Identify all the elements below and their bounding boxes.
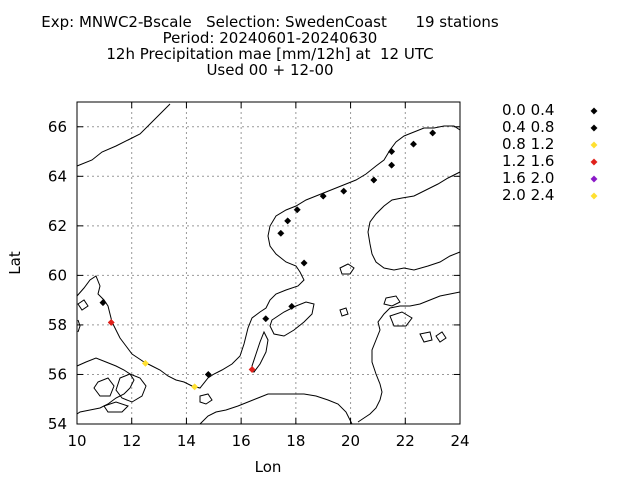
legend-marker: [590, 175, 598, 183]
legend-label: 0.8 1.2: [502, 135, 554, 153]
legend-marker: [590, 124, 598, 132]
station-marker: [248, 365, 256, 374]
x-tick-label: 16: [232, 432, 251, 450]
title-line-used: Used 00 + 12-00: [206, 61, 334, 79]
island-oland: [251, 330, 269, 374]
station-marker: [388, 161, 396, 169]
station-marker: [319, 192, 327, 200]
x-tick-label: 12: [122, 432, 141, 450]
station-marker: [284, 217, 292, 225]
island-riga: [419, 331, 433, 343]
station-marker: [409, 140, 418, 148]
x-tick-label: 24: [450, 432, 469, 450]
station-marker: [300, 259, 308, 267]
legend-label: 0.0 0.4: [502, 101, 554, 119]
station-marker: [288, 302, 296, 310]
plot-frame: [76, 101, 461, 425]
title-line-parameter: 12h Precipitation mae [mm/12h] at 12 UTC: [106, 45, 434, 63]
station-marker: [262, 315, 270, 323]
station-marker: [277, 229, 285, 237]
y-tick-label: 56: [48, 365, 67, 383]
legend: 0.0 0.40.4 0.80.8 1.21.2 1.61.6 2.02.0 2…: [502, 101, 598, 204]
coastline-estonia: [357, 291, 461, 423]
island-zealand: [115, 373, 147, 403]
x-tick-label: 22: [396, 432, 415, 450]
station-markers: [99, 129, 437, 391]
island-aland: [339, 263, 355, 275]
x-tick-label: 18: [286, 432, 305, 450]
station-marker: [293, 206, 301, 214]
title-line-experiment: Exp: MNWC2-Bscale Selection: SwedenCoast…: [41, 13, 499, 31]
station-marker: [99, 299, 107, 307]
y-tick-label: 60: [48, 266, 67, 284]
chart-title: Exp: MNWC2-Bscale Selection: SwedenCoast…: [0, 14, 540, 78]
y-tick-label: 62: [48, 217, 67, 235]
legend-marker: [590, 192, 598, 200]
title-line-period: Period: 20240601-20240630: [162, 29, 378, 47]
legend-label: 0.4 0.8: [502, 118, 554, 136]
coastline-norway: [76, 103, 171, 167]
x-tick-label: 10: [67, 432, 86, 450]
island-small-west: [77, 299, 89, 311]
y-tick-label: 54: [48, 415, 67, 433]
station-marker: [340, 187, 348, 195]
island-gotska: [339, 307, 349, 317]
x-axis-label: Lon: [255, 458, 282, 476]
coastline-southern-baltic: [199, 393, 353, 425]
x-tick-label: 20: [341, 432, 360, 450]
station-marker: [141, 359, 149, 367]
legend-label: 1.6 2.0: [502, 169, 554, 187]
y-tick-label: 58: [48, 316, 67, 334]
station-marker: [191, 383, 199, 391]
x-axis-ticks: 10 12 14 16 18 20 22 24: [67, 102, 470, 450]
legend-marker: [590, 107, 598, 115]
legend-label: 2.0 2.4: [502, 186, 554, 204]
island-bornholm: [199, 393, 213, 405]
legend-marker: [590, 141, 598, 149]
y-axis-ticks: 54 56 58 60 62 64 66: [48, 118, 460, 433]
coastline-norway-west: [76, 275, 113, 323]
station-marker: [429, 129, 437, 137]
legend-marker: [590, 158, 598, 166]
island-small-east: [435, 331, 447, 343]
coastline-finland: [367, 171, 461, 271]
island-lolland: [103, 401, 129, 413]
coastline-swedish-west: [111, 125, 461, 389]
station-marker: [388, 147, 396, 156]
coastlines: [76, 103, 461, 425]
island-saaremaa: [389, 311, 413, 327]
x-tick-label: 14: [177, 432, 196, 450]
y-tick-label: 64: [48, 167, 67, 185]
island-hiiumaa: [383, 295, 401, 307]
station-marker: [370, 176, 378, 184]
legend-label: 1.2 1.6: [502, 152, 554, 170]
coastline-denmark: [76, 357, 135, 415]
island-funen: [93, 377, 115, 397]
station-marker: [204, 370, 212, 379]
station-marker: [107, 318, 115, 326]
island-scandinavian-west: [77, 319, 81, 333]
y-tick-label: 66: [48, 118, 67, 136]
y-axis-label: Lat: [6, 251, 24, 275]
